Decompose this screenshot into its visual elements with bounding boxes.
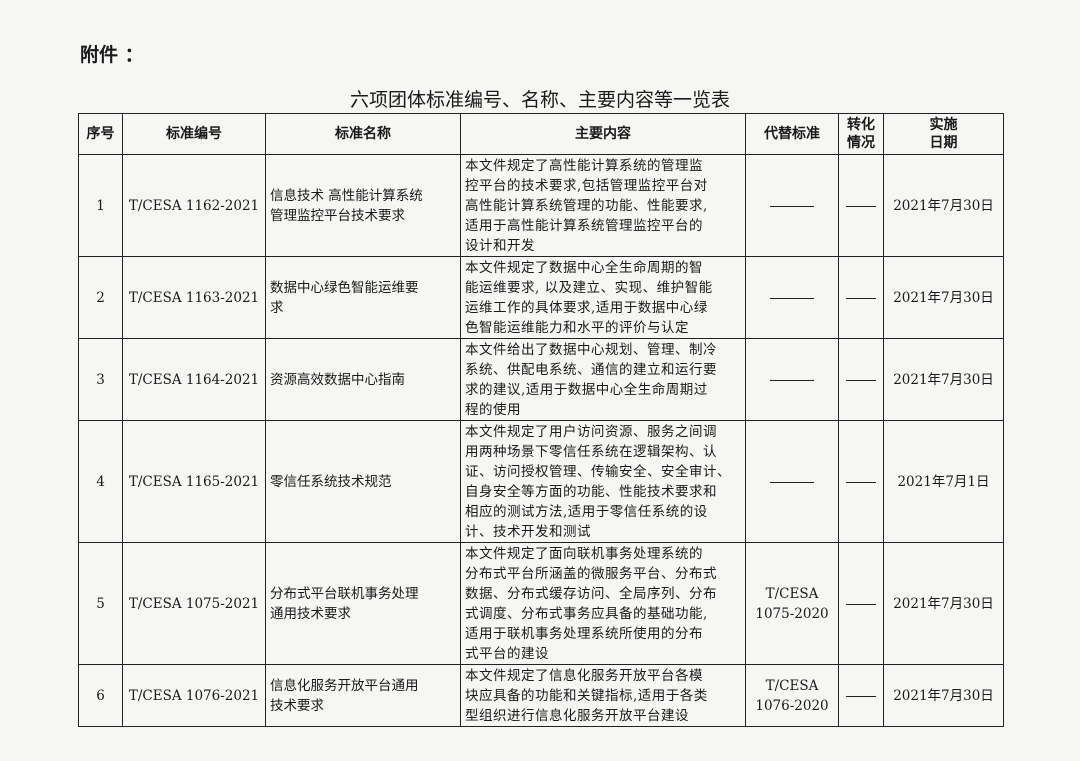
cell-conversion — [838, 664, 884, 727]
cell-replaces: T/CESA 1075-2020 — [745, 542, 839, 665]
cell-replaces — [745, 154, 839, 257]
table-row: 1 T/CESA 1162-2021 信息技术 高性能计算系统 管理监控平台技术要求… — [78, 154, 1004, 257]
cell-conversion — [838, 542, 884, 665]
cell-conversion — [838, 338, 884, 421]
cell-code: T/CESA 1165-2021 — [122, 420, 266, 543]
empty-dash — [770, 481, 814, 483]
cell-no: 4 — [78, 420, 123, 543]
cell-name: 数据中心绿色智能运维要 求 — [265, 256, 461, 339]
cell-code: T/CESA 1164-2021 — [122, 338, 266, 421]
standards-table: 序号 标准编号 标准名称 主要内容 代替标准 转化 情况 实施 日期 1 T/CESA 116… — [78, 113, 1004, 727]
table-row: 6 T/CESA 1076-2021 信息化服务开放平台通用 技术要求 本文件规定了信… — [78, 664, 1004, 727]
cell-replaces: T/CESA 1076-2020 — [745, 664, 839, 727]
cell-date: 2021年7月1日 — [883, 420, 1004, 543]
table-row: 4 T/CESA 1165-2021 零信任系统技术规范 本文件规定了用户访问资源、服… — [78, 420, 1004, 543]
attachment-label: 附件 ： — [80, 44, 144, 66]
empty-dash — [846, 297, 876, 299]
cell-conversion — [838, 256, 884, 339]
cell-name: 分布式平台联机事务处理 通用技术要求 — [265, 542, 461, 665]
cell-conversion — [838, 154, 884, 257]
cell-content: 本文件规定了信息化服务开放平台各模 块应具备的功能和关键指标,适用于各类 型组织… — [460, 664, 746, 727]
empty-dash — [846, 379, 876, 381]
cell-conversion — [838, 420, 884, 543]
empty-dash — [846, 695, 876, 697]
cell-replaces — [745, 420, 839, 543]
cell-name: 信息化服务开放平台通用 技术要求 — [265, 664, 461, 727]
cell-content: 本文件规定了数据中心全生命周期的智 能运维要求, 以及建立、实现、维护智能 运维… — [460, 256, 746, 339]
cell-name: 零信任系统技术规范 — [265, 420, 461, 543]
cell-code: T/CESA 1163-2021 — [122, 256, 266, 339]
table-row: 2 T/CESA 1163-2021 数据中心绿色智能运维要 求本文件规定了数据中心… — [78, 256, 1004, 339]
cell-code: T/CESA 1076-2021 — [122, 664, 266, 727]
cell-code: T/CESA 1075-2021 — [122, 542, 266, 665]
empty-dash — [846, 603, 876, 605]
header-col-code: 标准编号 — [122, 113, 266, 155]
cell-date: 2021年7月30日 — [883, 542, 1004, 665]
header-col-no: 序号 — [78, 113, 123, 155]
cell-content: 本文件规定了高性能计算系统的管理监 控平台的技术要求,包括管理监控平台对 高性能… — [460, 154, 746, 257]
document-title: 六项团体标准编号、名称、主要内容等一览表 — [349, 89, 730, 111]
empty-dash — [770, 297, 814, 299]
cell-date: 2021年7月30日 — [883, 664, 1004, 727]
header-col-date: 实施 日期 — [883, 113, 1004, 155]
cell-replaces — [745, 256, 839, 339]
header-col-replaces: 代替标准 — [745, 113, 839, 155]
empty-dash — [770, 379, 814, 381]
empty-dash — [770, 205, 814, 207]
cell-name: 信息技术 高性能计算系统 管理监控平台技术要求 — [265, 154, 461, 257]
header-col-name: 标准名称 — [265, 113, 461, 155]
empty-dash — [846, 205, 876, 207]
table-header-row: 序号 标准编号 标准名称 主要内容 代替标准 转化 情况 实施 日期 — [78, 113, 1004, 155]
cell-date: 2021年7月30日 — [883, 338, 1004, 421]
cell-code: T/CESA 1162-2021 — [122, 154, 266, 257]
cell-content: 本文件规定了用户访问资源、服务之间调 用两种场景下零信任系统在逻辑架构、认 证、… — [460, 420, 746, 543]
cell-no: 3 — [78, 338, 123, 421]
cell-date: 2021年7月30日 — [883, 154, 1004, 257]
table-row: 3 T/CESA 1164-2021 资源高效数据中心指南 本文件给出了数据中心规划、… — [78, 338, 1004, 421]
table-row: 5 T/CESA 1075-2021 分布式平台联机事务处理 通用技术要求 本文件规定… — [78, 542, 1004, 665]
empty-dash — [846, 481, 876, 483]
cell-replaces — [745, 338, 839, 421]
header-col-conversion: 转化 情况 — [838, 113, 884, 155]
cell-content: 本文件给出了数据中心规划、管理、制冷 系统、供配电系统、通信的建立和运行要 求的… — [460, 338, 746, 421]
cell-content: 本文件规定了面向联机事务处理系统的 分布式平台所涵盖的微服务平台、分布式 数据、… — [460, 542, 746, 665]
cell-name: 资源高效数据中心指南 — [265, 338, 461, 421]
cell-date: 2021年7月30日 — [883, 256, 1004, 339]
header-col-content: 主要内容 — [460, 113, 746, 155]
cell-no: 2 — [78, 256, 123, 339]
cell-no: 5 — [78, 542, 123, 665]
cell-no: 6 — [78, 664, 123, 727]
cell-no: 1 — [78, 154, 123, 257]
